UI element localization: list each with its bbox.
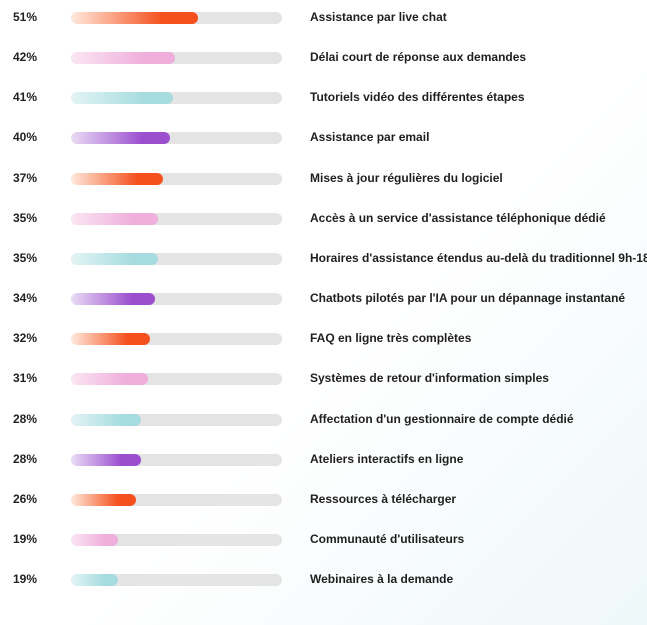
- value-label: 42%: [13, 50, 38, 65]
- category-label: Mises à jour régulières du logiciel: [310, 170, 503, 185]
- bar-fill: [71, 293, 155, 306]
- value-label: 41%: [13, 90, 38, 105]
- bar-track: [71, 172, 282, 185]
- bar-track: [71, 453, 282, 466]
- bar-row: 42% Délai court de réponse aux demandes: [0, 47, 647, 69]
- value-label: 40%: [13, 130, 38, 145]
- bar-row: 19% Communauté d'utilisateurs: [0, 529, 647, 551]
- value-label: 35%: [13, 250, 38, 265]
- bar-track: [71, 12, 282, 24]
- bar-fill: [71, 333, 150, 346]
- bar-fill: [71, 533, 118, 546]
- value-label: 34%: [13, 291, 38, 306]
- value-label: 28%: [13, 411, 38, 426]
- bar-fill: [71, 574, 118, 587]
- bar-track: [71, 574, 282, 587]
- bar-fill: [71, 12, 198, 24]
- bar-row: 28% Affectation d'un gestionnaire de comp…: [0, 409, 647, 431]
- bar-row: 35% Horaires d'assistance étendus au-delà…: [0, 248, 647, 270]
- bar-row: 34% Chatbots pilotés par l'IA pour un dép…: [0, 288, 647, 310]
- category-label: Assistance par live chat: [310, 10, 447, 24]
- category-label: Délai court de réponse aux demandes: [310, 50, 527, 65]
- bar-track: [71, 533, 282, 546]
- bar-fill: [71, 493, 136, 506]
- category-label: Ressources à télécharger: [310, 491, 457, 506]
- value-label: 37%: [13, 170, 38, 185]
- bar-track: [71, 373, 282, 386]
- bar-row: 32% FAQ en ligne très complètes: [0, 328, 647, 350]
- bar-row: 31% Systèmes de retour d'information simp…: [0, 368, 647, 390]
- category-label: Webinaires à la demande: [310, 572, 454, 587]
- bar-fill: [71, 252, 158, 265]
- category-label: Ateliers interactifs en ligne: [310, 451, 464, 466]
- bar-row: 37% Mises à jour régulières du logiciel: [0, 168, 647, 190]
- bar-row: 41% Tutoriels vidéo des différentes étape…: [0, 87, 647, 109]
- bar-track: [71, 293, 282, 306]
- bar-fill: [71, 132, 170, 145]
- category-label: Chatbots pilotés par l'IA pour un dépann…: [310, 291, 626, 306]
- bar-track: [71, 92, 282, 105]
- category-label: Communauté d'utilisateurs: [310, 531, 465, 546]
- value-label: 31%: [13, 371, 38, 386]
- bar-track: [71, 212, 282, 225]
- category-label: Systèmes de retour d'information simples: [310, 371, 549, 386]
- bar-fill: [71, 453, 141, 466]
- bar-track: [71, 132, 282, 145]
- category-label: Tutoriels vidéo des différentes étapes: [310, 90, 525, 105]
- value-label: 26%: [13, 491, 38, 506]
- bar-track: [71, 252, 282, 265]
- category-label: Horaires d'assistance étendus au-delà du…: [310, 250, 647, 265]
- bar-fill: [71, 373, 148, 386]
- bar-track: [71, 413, 282, 426]
- bar-row: 19% Webinaires à la demande: [0, 569, 647, 591]
- bar-row: 26% Ressources à télécharger: [0, 489, 647, 511]
- bar-row: 35% Accès à un service d'assistance télép…: [0, 208, 647, 230]
- bar-track: [71, 493, 282, 506]
- bar-fill: [71, 92, 173, 105]
- bar-fill: [71, 52, 175, 65]
- value-label: 32%: [13, 331, 38, 346]
- value-label: 19%: [13, 572, 38, 587]
- bar-row: 40% Assistance par email: [0, 127, 647, 149]
- value-label: 19%: [13, 531, 38, 546]
- category-label: Accès à un service d'assistance téléphon…: [310, 210, 606, 225]
- bar-fill: [71, 212, 158, 225]
- category-label: Assistance par email: [310, 130, 430, 145]
- bar-row: 28% Ateliers interactifs en ligne: [0, 449, 647, 471]
- value-label: 51%: [13, 10, 38, 24]
- category-label: Affectation d'un gestionnaire de compte …: [310, 411, 574, 426]
- bar-fill: [71, 413, 141, 426]
- category-label: FAQ en ligne très complètes: [310, 331, 472, 346]
- bar-track: [71, 52, 282, 65]
- bar-fill: [71, 172, 163, 185]
- value-label: 35%: [13, 210, 38, 225]
- bar-row: 51% Assistance par live chat: [0, 7, 647, 29]
- bar-track: [71, 333, 282, 346]
- value-label: 28%: [13, 451, 38, 466]
